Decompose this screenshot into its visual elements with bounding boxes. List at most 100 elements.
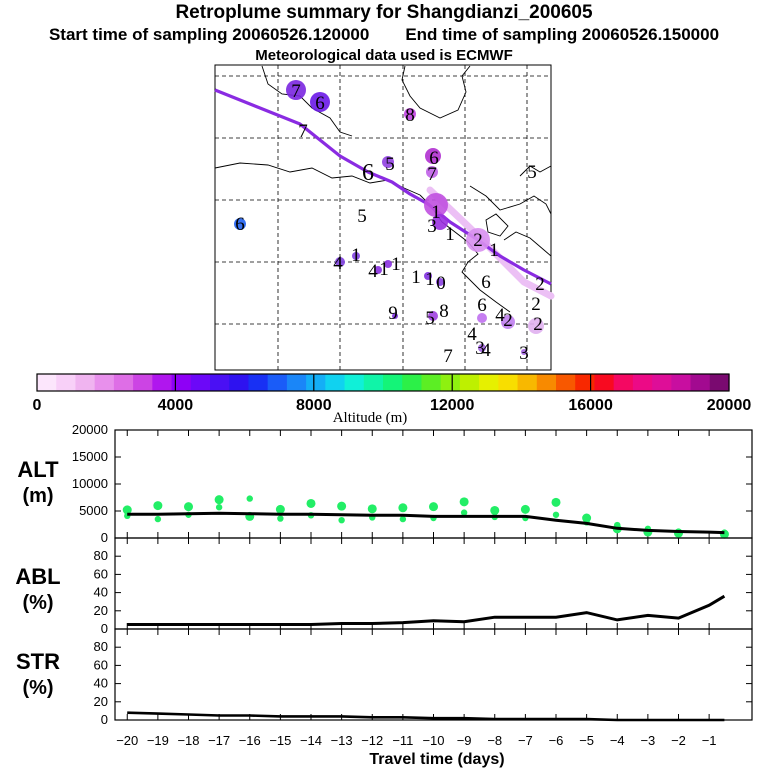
alt-scatter-dot <box>367 504 377 514</box>
x-tick-label: −9 <box>457 733 472 748</box>
day-label: 2 <box>533 314 543 335</box>
day-label: 1 <box>489 240 499 261</box>
alt-scatter-dot <box>551 497 561 507</box>
day-label: 3 <box>427 216 437 237</box>
alt-scatter-dot <box>122 505 132 515</box>
x-tick-label: −12 <box>361 733 383 748</box>
alt-scatter-dot <box>153 501 163 511</box>
map-frame <box>214 64 552 371</box>
alt-ytick-label: 5000 <box>79 503 108 518</box>
abl-xticks <box>126 538 710 629</box>
x-tick-label: −10 <box>422 733 444 748</box>
x-tick-label: −7 <box>518 733 533 748</box>
colorbar-cell <box>709 374 730 391</box>
colorbar-cell <box>383 374 403 391</box>
day-label: 6 <box>477 295 487 316</box>
day-label: 1 <box>379 259 389 280</box>
colorbar-cell <box>459 374 480 391</box>
alt-scatter-dot <box>490 505 500 515</box>
colorbar-label: Altitude (m) <box>333 410 408 426</box>
plume-dots <box>234 80 544 355</box>
border-line <box>261 65 353 137</box>
plume-dot <box>428 311 438 321</box>
day-label: 8 <box>439 301 449 322</box>
colorbar-cell <box>556 374 576 391</box>
colorbar-cell <box>594 374 615 391</box>
plume-dot <box>478 344 486 352</box>
str-ytick-label: 40 <box>94 676 108 691</box>
str-ytick-label: 20 <box>94 694 108 709</box>
plume-dot <box>521 349 527 355</box>
coast-line <box>503 231 552 257</box>
alt-scatter-dot <box>399 515 407 523</box>
day-label: 7 <box>427 164 437 185</box>
day-label: 5 <box>425 308 435 329</box>
colorbar-ticks: 0 4000 8000 12000 16000 20000 <box>33 374 752 414</box>
met-data-note: Meteorological data used is ECMWF <box>255 47 513 64</box>
alt-scatter-dot <box>520 504 530 514</box>
alt-scatter-dot <box>429 502 438 512</box>
alt-scatter-dot <box>246 495 253 502</box>
colorbar-cell <box>536 374 557 391</box>
alt-scatter-dot <box>214 495 224 505</box>
colorbar-cell <box>306 374 326 391</box>
day-label: 3 <box>475 338 485 359</box>
colorbar-cell <box>286 374 307 391</box>
colorbar-cell <box>517 374 538 391</box>
alt-ytick-label: 0 <box>101 530 108 545</box>
plume-dot <box>432 214 448 230</box>
abl-ytick-label: 0 <box>101 621 108 636</box>
colorbar-tick-label: 8000 <box>296 397 332 414</box>
alt-yticks: 0 5000 10000 15000 20000 <box>72 422 752 545</box>
day-label: 2 <box>535 274 545 295</box>
x-axis-label: Travel time (days) <box>369 751 504 768</box>
colorbar-cell <box>652 374 672 391</box>
colorbar-cell <box>171 374 192 391</box>
x-tick-label: −20 <box>116 733 138 748</box>
alt-scatter-dot <box>215 504 223 511</box>
x-tick-labels: −20 −19 −18 −17 −16 −15 −14 −13 −12 −11 −10 −9 −8 −7 −… <box>116 733 716 748</box>
coast-line <box>519 165 552 177</box>
colorbar-cell <box>75 374 96 391</box>
plume-dot <box>286 80 306 100</box>
day-label: 0 <box>436 273 446 294</box>
alt-ytick-label: 20000 <box>72 422 108 437</box>
plume-dot <box>374 266 382 274</box>
colorbar-tick-label: 12000 <box>430 397 475 414</box>
colorbar: 0 4000 8000 12000 16000 20000 Altitude (m) <box>33 373 752 426</box>
day-label: 1 <box>391 254 401 275</box>
colorbar-tick-label: 4000 <box>158 397 194 414</box>
alt-scatter-dot <box>337 501 347 511</box>
abl-ytick-label: 80 <box>94 548 108 563</box>
colorbar-tick-label: 20000 <box>707 397 752 414</box>
str-yticks: 0 20 40 60 80 <box>94 639 752 727</box>
plume-dot <box>425 148 441 164</box>
alt-ylabel: ALT <box>17 457 59 482</box>
trajectory-line <box>214 88 552 286</box>
end-time: End time of sampling 20060526.150000 <box>405 25 720 44</box>
plume-dot <box>384 260 392 268</box>
colorbar-cell <box>344 374 365 391</box>
abl-ytick-label: 20 <box>94 603 108 618</box>
day-label: 2 <box>503 310 513 331</box>
trajectory-spread-band <box>426 186 555 300</box>
day-label: 1 <box>425 269 435 290</box>
day-label: 4 <box>481 340 491 361</box>
x-tick-label: −4 <box>610 733 625 748</box>
plume-dot <box>310 92 330 112</box>
x-tick-label: −11 <box>392 733 413 748</box>
colorbar-cell <box>613 374 634 391</box>
colorbar-cell <box>133 374 153 391</box>
plume-dot <box>234 218 246 230</box>
colorbar-cell <box>690 374 711 391</box>
day-label: 1 <box>431 202 441 223</box>
day-label: 2 <box>473 230 483 251</box>
colorbar-cell <box>267 374 288 391</box>
x-tick-label: −15 <box>269 733 291 748</box>
x-tick-label: −17 <box>208 733 230 748</box>
colorbar-tick-label: 0 <box>33 397 42 414</box>
alt-scatter-dot <box>154 515 162 523</box>
